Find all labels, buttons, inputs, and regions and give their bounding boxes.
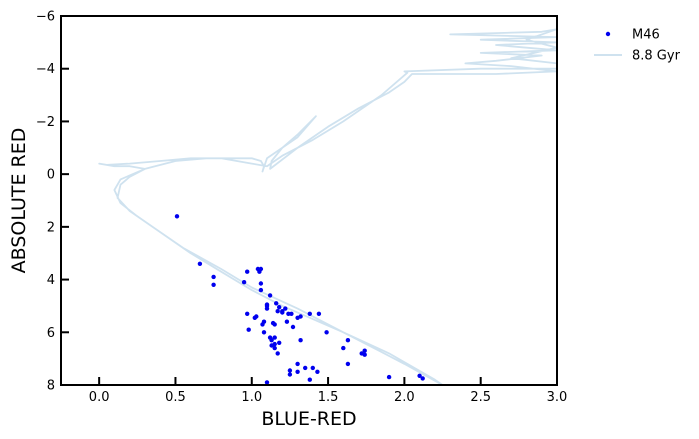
data-point-3	[211, 282, 216, 287]
y-tick-label-6: 6	[47, 326, 55, 341]
y-tick-label-5: 4	[47, 273, 55, 288]
data-point-12	[258, 266, 264, 272]
data-point-42	[298, 338, 303, 343]
data-point-55	[264, 380, 270, 385]
y-tick-label-3: 0	[47, 168, 55, 183]
y-tick-label-4: 2	[47, 220, 55, 235]
axis-ticks: 0.0 0.5 1.0 1.5 2.0 2.5 3.0 −6 −4 −2 0 2 4 6 8	[36, 10, 568, 406]
plot-frame	[60, 15, 558, 386]
data-point-5	[245, 269, 250, 274]
x-tick-label-5: 2.5	[470, 390, 491, 405]
legend-label-m46: M46	[632, 28, 660, 43]
m46-series	[174, 214, 425, 385]
x-tick-label-3: 1.5	[318, 390, 339, 405]
data-point-17	[261, 330, 267, 335]
y-tick-label-0: −6	[36, 10, 55, 25]
data-point-62	[362, 352, 367, 357]
data-point-38	[289, 311, 294, 316]
data-point-9	[254, 314, 259, 319]
data-point-13	[258, 281, 264, 286]
data-point-65	[420, 376, 425, 381]
data-point-2	[211, 274, 216, 280]
data-point-41	[298, 314, 303, 319]
x-tick-label-1: 0.5	[165, 390, 186, 405]
data-point-16	[261, 319, 267, 324]
legend: M46 8.8 Gyr	[594, 28, 681, 64]
data-point-43	[303, 365, 308, 371]
data-point-51	[316, 311, 322, 316]
x-tick-label-4: 2.0	[394, 390, 415, 405]
data-point-30	[275, 351, 280, 356]
data-point-36	[284, 319, 290, 324]
data-point-47	[295, 361, 300, 367]
data-point-61	[362, 348, 367, 353]
data-point-57	[341, 345, 346, 351]
data-point-64	[417, 373, 422, 378]
data-point-1	[197, 261, 203, 266]
data-point-54	[272, 345, 277, 351]
data-point-56	[307, 377, 312, 382]
data-point-34	[280, 310, 285, 315]
data-point-46	[295, 369, 300, 374]
data-point-58	[345, 338, 351, 343]
data-point-28	[274, 301, 279, 306]
x-tick-label-0: 0.0	[89, 390, 110, 405]
y-axis-title: ABSOLUTE RED	[8, 128, 30, 274]
data-point-4	[241, 280, 247, 285]
data-point-52	[324, 330, 329, 335]
legend-label-isochrone: 8.8 Gyr	[632, 49, 681, 64]
data-point-0	[174, 214, 180, 219]
y-tick-label-1: −4	[36, 62, 55, 77]
data-point-53	[272, 335, 277, 340]
y-tick-label-7: 8	[47, 379, 55, 394]
data-point-19	[264, 306, 270, 311]
x-tick-label-2: 1.0	[241, 390, 262, 405]
legend-marker-m46	[605, 31, 611, 37]
data-point-48	[307, 311, 312, 316]
data-point-49	[310, 365, 315, 371]
data-point-7	[246, 327, 251, 332]
data-point-35	[283, 306, 288, 311]
data-point-50	[315, 369, 320, 374]
data-point-39	[290, 324, 296, 330]
data-point-59	[345, 361, 351, 367]
isochrone-line	[98, 28, 558, 386]
isochrone-series	[98, 28, 558, 386]
y-tick-label-2: −2	[36, 115, 55, 130]
data-point-21	[267, 293, 273, 298]
data-point-31	[277, 305, 282, 310]
data-point-14	[258, 287, 264, 293]
x-tick-label-6: 3.0	[547, 390, 568, 405]
data-point-29	[275, 309, 280, 314]
x-axis-title: BLUE-RED	[261, 408, 356, 430]
data-point-26	[272, 322, 277, 327]
data-point-6	[245, 311, 250, 316]
data-point-23	[269, 338, 274, 343]
data-point-45	[287, 372, 293, 377]
data-point-63	[386, 374, 392, 380]
data-point-32	[277, 340, 282, 345]
data-point-44	[287, 368, 293, 373]
data-point-20	[264, 302, 270, 307]
data-point-27	[272, 341, 277, 347]
